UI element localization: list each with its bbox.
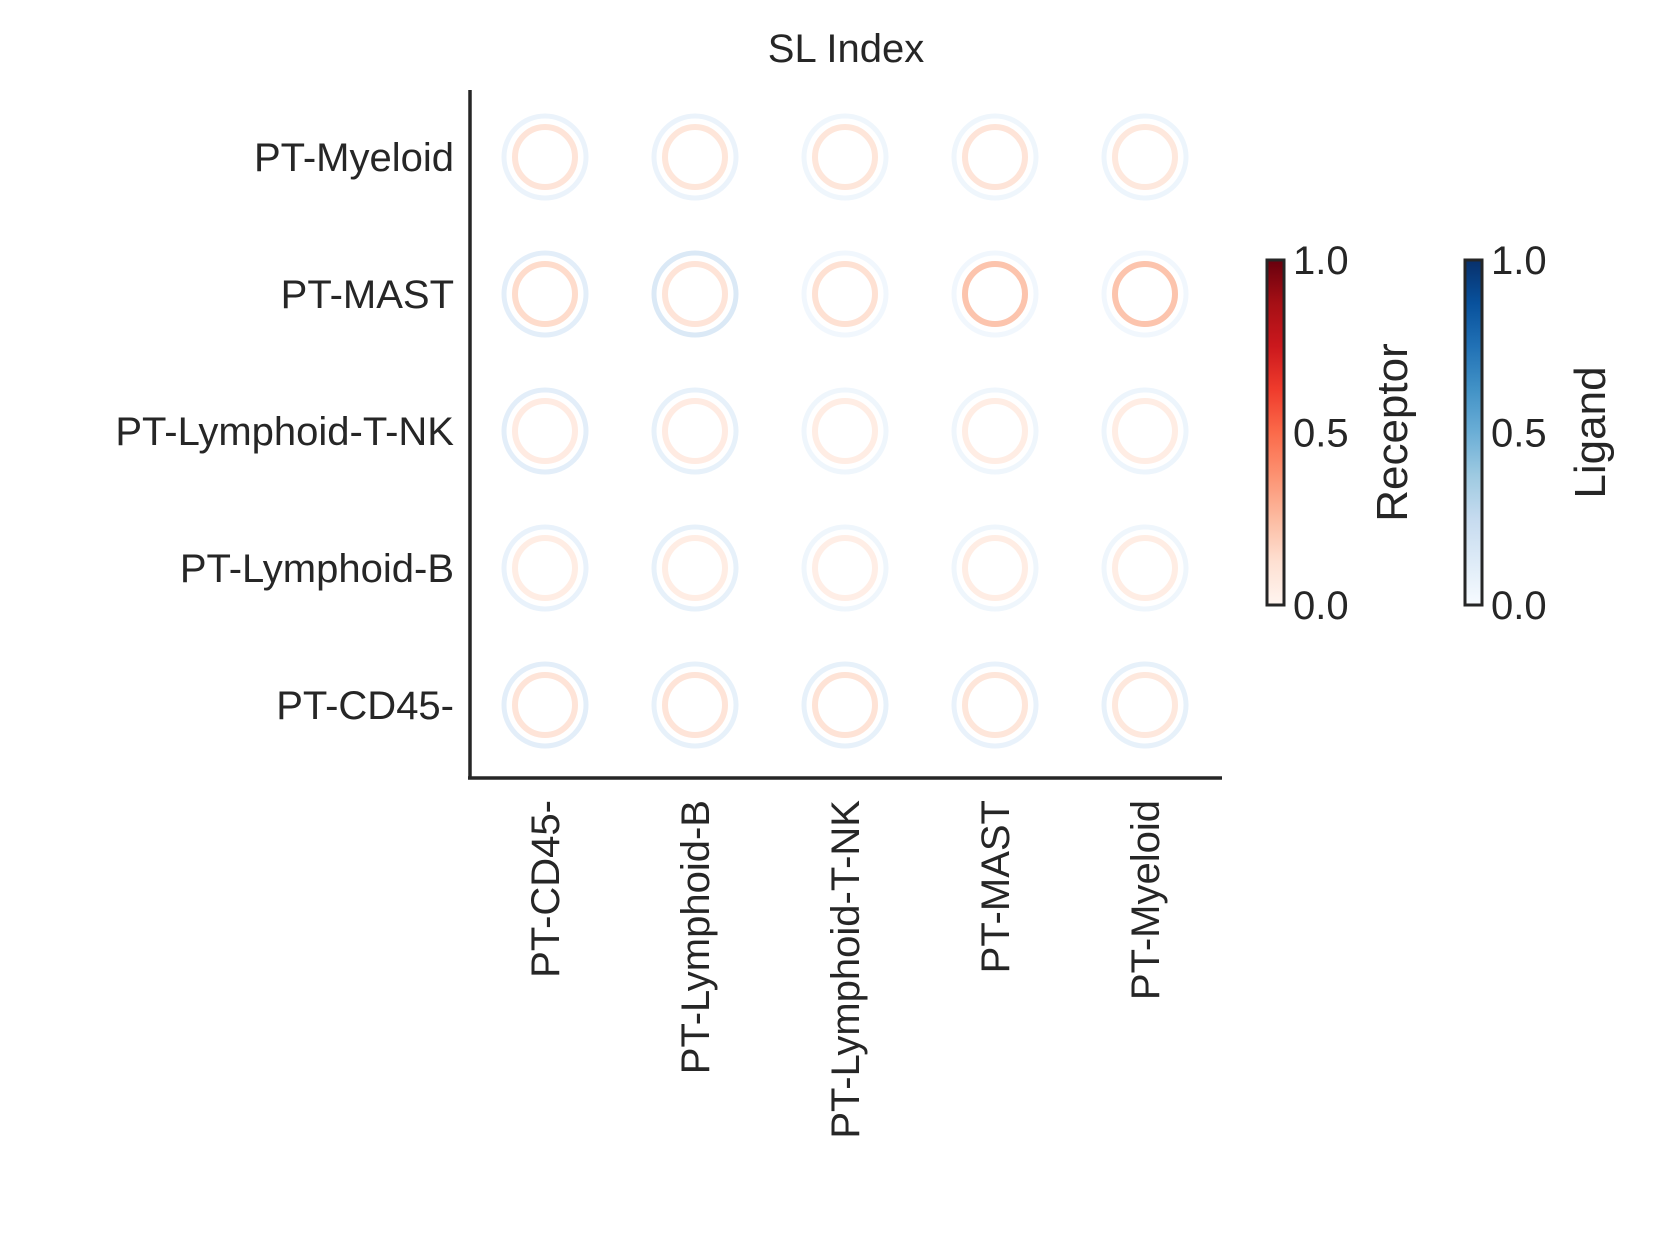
ligand-ring — [651, 250, 739, 338]
receptor-ring — [662, 261, 728, 327]
ligand-ring — [501, 387, 589, 475]
receptor-ring — [512, 261, 578, 327]
ligand-ring — [801, 387, 889, 475]
receptor-ring — [812, 398, 878, 464]
colorbar-tick-label: 0.0 — [1491, 584, 1547, 628]
ligand-ring — [1101, 113, 1189, 201]
receptor-ring — [962, 124, 1028, 190]
y-tick-label: PT-Lymphoid-B — [180, 547, 454, 591]
ligand-ring — [651, 524, 739, 612]
ligand-ring — [501, 524, 589, 612]
receptor-ring — [512, 124, 578, 190]
receptor-ring — [962, 261, 1028, 327]
x-tick-labels: PT-CD45- PT-Lymphoid-B PT-Lymphoid-T-NK PT-… — [524, 800, 1168, 1139]
ligand-ring — [801, 524, 889, 612]
ligand-ring — [801, 113, 889, 201]
receptor-ring — [812, 672, 878, 738]
ligand-ring — [801, 661, 889, 749]
receptor-ring — [962, 535, 1028, 601]
ligand-ring — [501, 661, 589, 749]
ligand-ring — [951, 524, 1039, 612]
ligand-ring — [651, 387, 739, 475]
receptor-ring — [512, 398, 578, 464]
ligand-ring — [951, 113, 1039, 201]
y-tick-label: PT-Lymphoid-T-NK — [115, 410, 454, 454]
colorbar-receptor — [1265, 258, 1286, 607]
ligand-ring — [1101, 524, 1189, 612]
ligand-ring — [951, 661, 1039, 749]
colorbar-tick-label: 0.0 — [1293, 584, 1349, 628]
ligand-ring — [1101, 661, 1189, 749]
receptor-ring — [1112, 535, 1178, 601]
x-tick-label: PT-Myeloid — [1124, 800, 1168, 1000]
x-tick-label: PT-Lymphoid-B — [674, 800, 718, 1074]
ligand-ring — [801, 250, 889, 338]
y-tick-label: PT-MAST — [281, 273, 454, 317]
ligand-ring — [1101, 250, 1189, 338]
receptor-ring — [1112, 672, 1178, 738]
colorbar-tick-label: 1.0 — [1293, 239, 1349, 283]
colorbar-ligand — [1463, 258, 1484, 607]
ligand-ring — [501, 113, 589, 201]
ligand-ring — [951, 387, 1039, 475]
colorbar-tick-label: 0.5 — [1491, 412, 1547, 456]
chart-title: SL Index — [768, 27, 924, 71]
ligand-ring — [951, 250, 1039, 338]
receptor-ring — [1112, 398, 1178, 464]
receptor-ring — [812, 261, 878, 327]
receptor-ring — [512, 672, 578, 738]
ligand-ring — [651, 113, 739, 201]
markers — [501, 113, 1189, 749]
receptor-ring — [812, 124, 878, 190]
colorbar-tick-label: 0.5 — [1293, 412, 1349, 456]
receptor-ring — [662, 124, 728, 190]
x-tick-label: PT-CD45- — [524, 800, 568, 978]
receptor-ring — [962, 398, 1028, 464]
receptor-ring — [512, 535, 578, 601]
x-tick-label: PT-Lymphoid-T-NK — [824, 800, 868, 1139]
receptor-ring — [662, 398, 728, 464]
colorbar-label: Receptor — [1368, 343, 1417, 522]
ligand-ring — [501, 250, 589, 338]
y-tick-label: PT-Myeloid — [254, 136, 454, 180]
receptor-ring — [1112, 261, 1178, 327]
colorbar-label: Ligand — [1566, 366, 1615, 498]
colorbar-tick-label: 1.0 — [1491, 239, 1547, 283]
receptor-ring — [662, 672, 728, 738]
y-tick-label: PT-CD45- — [276, 684, 454, 728]
receptor-ring — [662, 535, 728, 601]
x-tick-label: PT-MAST — [974, 800, 1018, 973]
ligand-ring — [1101, 387, 1189, 475]
y-tick-labels: PT-Myeloid PT-MAST PT-Lymphoid-T-NK PT-Lymp… — [115, 136, 454, 728]
ligand-ring — [651, 661, 739, 749]
colorbars: 0.0 0.5 1.0 Receptor 0.0 0.5 1.0 Ligand — [1265, 239, 1615, 628]
receptor-ring — [1112, 124, 1178, 190]
receptor-ring — [812, 535, 878, 601]
receptor-ring — [962, 672, 1028, 738]
